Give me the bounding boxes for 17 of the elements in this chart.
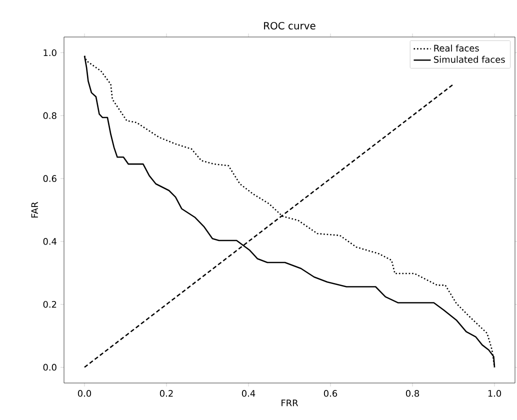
y-tick-label: 0.8 [43, 112, 56, 120]
y-axis-title: FAR [31, 202, 38, 218]
x-tick-label: 0.6 [324, 390, 338, 397]
chart-title: ROC curve [264, 22, 316, 30]
y-tick-label: 1.0 [44, 49, 56, 56]
y-tick-label: 0.2 [43, 300, 56, 308]
x-tick-label: 0.8 [406, 390, 420, 397]
legend-label: Real faces [434, 44, 479, 52]
x-tick-label: 0.2 [160, 390, 173, 397]
x-tick-label: 1.0 [488, 390, 502, 397]
x-tick-label: 0.0 [78, 390, 92, 397]
legend-label: Simulated faces [434, 56, 505, 63]
y-tick-label: 0.6 [43, 175, 56, 182]
x-tick-label: 0.4 [242, 390, 256, 397]
x-axis-title: FRR [282, 400, 298, 406]
y-tick-label: 0.0 [43, 364, 56, 371]
y-tick-label: 0.4 [43, 238, 56, 245]
